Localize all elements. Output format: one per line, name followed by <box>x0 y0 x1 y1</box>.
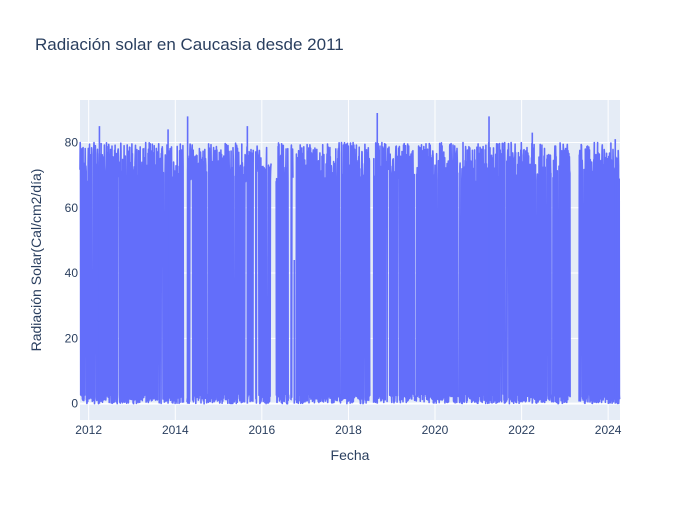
x-axis-title: Fecha <box>331 447 370 463</box>
series-segment <box>275 142 290 405</box>
y-tick-label: 80 <box>65 135 79 149</box>
x-tick-label: 2012 <box>75 423 102 437</box>
x-tick-label: 2022 <box>508 423 535 437</box>
series-segment <box>290 144 294 401</box>
series-segment <box>79 141 185 405</box>
series-segment <box>295 141 371 405</box>
series-segment <box>254 145 272 405</box>
y-tick-label: 20 <box>65 331 79 345</box>
data-series <box>79 113 621 405</box>
series-segment <box>372 141 571 405</box>
x-tick-label: 2018 <box>335 423 362 437</box>
y-tick-label: 0 <box>71 397 78 411</box>
y-axis-ticks: 0 20 40 60 80 <box>65 135 79 410</box>
series-segment <box>186 142 254 405</box>
x-tick-label: 2020 <box>422 423 449 437</box>
x-axis-ticks: 2012 2014 2016 2018 2020 2022 2024 <box>75 423 622 437</box>
series-segment <box>578 141 621 405</box>
x-tick-label: 2024 <box>595 423 622 437</box>
y-tick-label: 40 <box>65 266 79 280</box>
y-tick-label: 60 <box>65 201 79 215</box>
x-tick-label: 2016 <box>248 423 275 437</box>
chart-title: Radiación solar en Caucasia desde 2011 <box>35 35 344 54</box>
y-axis-title: Radiación Solar(Cal/cm2/día) <box>28 169 44 352</box>
x-tick-label: 2014 <box>162 423 189 437</box>
